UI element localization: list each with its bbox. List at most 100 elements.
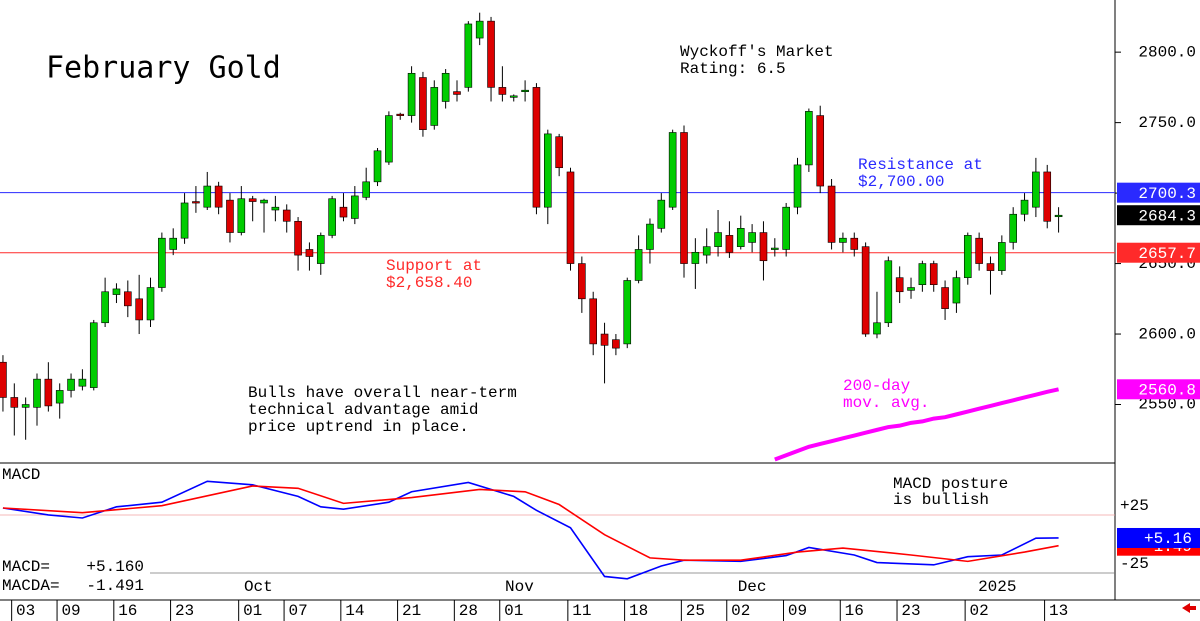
candle-body xyxy=(532,87,541,208)
candle-body xyxy=(248,198,257,202)
candle-body xyxy=(294,220,302,256)
moving-average xyxy=(774,387,1060,462)
candle-body xyxy=(952,277,961,304)
candle-body xyxy=(498,87,507,95)
candle-body xyxy=(1009,213,1017,243)
candle-body xyxy=(260,199,268,204)
candle-body xyxy=(986,263,995,271)
month-label: Nov xyxy=(505,578,534,596)
candle-body xyxy=(714,232,722,247)
y-tick-label: +25 xyxy=(1120,497,1149,515)
candle-body xyxy=(1032,171,1040,208)
candle-body xyxy=(237,198,246,233)
annotation: Wyckoff's Market xyxy=(680,43,834,61)
annotation: $2,658.40 xyxy=(386,274,472,292)
month-label: Oct xyxy=(244,578,273,596)
candle-body xyxy=(657,199,666,229)
scroll-arrow[interactable] xyxy=(1182,603,1196,613)
annotation: 200-day xyxy=(843,377,911,395)
candle-body xyxy=(226,199,234,233)
x-tick-label: 02 xyxy=(970,602,989,620)
candle-body xyxy=(646,223,654,250)
macd-box xyxy=(1117,527,1200,548)
candle-body xyxy=(305,249,314,257)
candle-body xyxy=(725,235,734,253)
candle-body xyxy=(963,235,972,278)
candle-body xyxy=(385,115,393,163)
annotation: Support at xyxy=(386,257,482,275)
last-price-label: 2684.3 xyxy=(1138,207,1196,225)
candle-body xyxy=(407,72,416,116)
candle-body xyxy=(816,115,825,187)
candle-body xyxy=(850,237,859,250)
candle-body xyxy=(169,237,178,250)
x-tick-label: 11 xyxy=(572,602,591,620)
candle-body xyxy=(782,206,790,250)
macd-line xyxy=(2,485,1059,563)
candle-body xyxy=(748,232,756,243)
candle-body xyxy=(668,132,677,208)
candle-body xyxy=(555,136,563,169)
last-price-box xyxy=(1117,205,1200,226)
candle-body xyxy=(771,247,779,250)
candle-body xyxy=(612,339,620,349)
level-box xyxy=(1117,242,1200,263)
candle-body xyxy=(1054,214,1063,218)
candle-body xyxy=(362,181,370,198)
candle-body xyxy=(453,91,461,95)
candle-body xyxy=(634,249,643,281)
candle-body xyxy=(328,198,336,236)
candle-body xyxy=(805,111,813,166)
panel-title: MACD xyxy=(2,466,40,484)
x-tick-label: 23 xyxy=(175,602,194,620)
candle-body xyxy=(78,378,87,387)
candle-body xyxy=(475,20,484,39)
candle-body xyxy=(316,235,325,264)
candle-body xyxy=(282,209,291,222)
x-tick-label: 23 xyxy=(901,602,920,620)
candle-body xyxy=(146,287,155,321)
candle-body xyxy=(827,185,836,243)
ma-label: 2560.8 xyxy=(1138,382,1196,400)
annotation: Rating: 6.5 xyxy=(680,60,786,78)
x-tick-label: 03 xyxy=(16,602,35,620)
annotation: mov. avg. xyxy=(843,394,929,412)
candle-body xyxy=(10,397,19,408)
y-tick-label: 2800.0 xyxy=(1138,43,1196,61)
candle-body xyxy=(271,206,280,211)
candle-body xyxy=(21,404,30,408)
candle-body xyxy=(339,206,348,218)
x-tick-label: 13 xyxy=(1049,602,1068,620)
x-tick-label: 07 xyxy=(288,602,307,620)
candle-body xyxy=(736,228,745,247)
candle-body xyxy=(623,280,632,345)
candle-body xyxy=(600,333,609,346)
candle-body xyxy=(895,277,904,293)
candle-body xyxy=(396,113,405,116)
candle-body xyxy=(44,378,53,407)
month-label: 2025 xyxy=(978,578,1016,596)
candle-body xyxy=(55,390,64,404)
candle-body xyxy=(929,263,938,286)
candle-body xyxy=(941,287,949,309)
readout-label: MACDA= xyxy=(2,577,60,595)
candle-body xyxy=(1020,199,1029,215)
x-tick-label: 01 xyxy=(504,602,523,620)
readout-label: MACD= xyxy=(2,558,50,576)
annotation: MACD posture xyxy=(893,475,1008,493)
candle-body xyxy=(861,246,870,335)
annotation: $2,700.00 xyxy=(858,173,944,191)
candle-body xyxy=(975,237,983,264)
candle-body xyxy=(419,77,427,130)
x-tick-label: 14 xyxy=(345,602,364,620)
candle-body xyxy=(430,87,439,126)
readout-value: +5.160 xyxy=(86,558,144,576)
candle-body xyxy=(487,20,495,88)
annotation: Bulls have overall near-term xyxy=(248,384,517,402)
candle-body xyxy=(907,287,915,291)
candle-body xyxy=(124,291,132,307)
x-tick-label: 02 xyxy=(731,602,750,620)
candle-body xyxy=(509,95,518,98)
x-tick-label: 16 xyxy=(845,602,864,620)
